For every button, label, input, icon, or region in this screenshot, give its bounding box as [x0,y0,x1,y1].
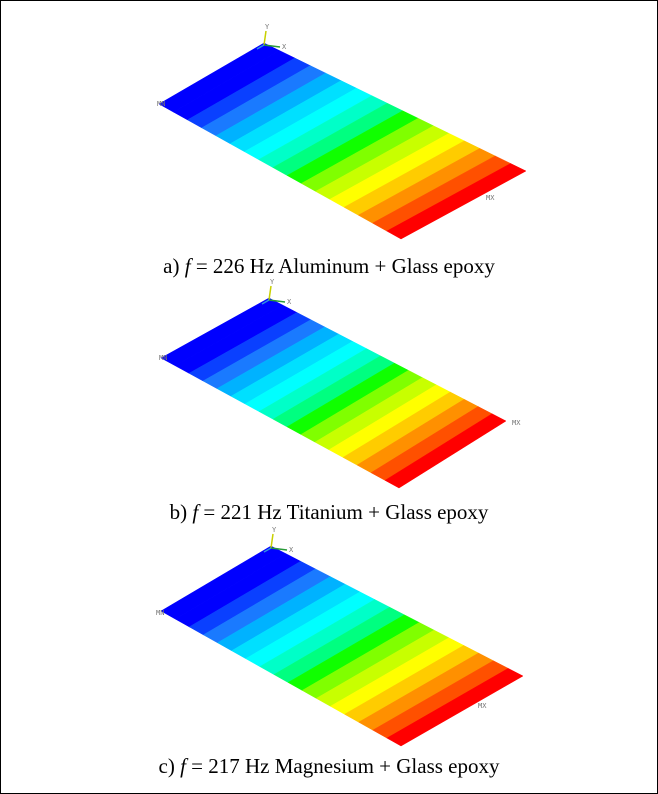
axis-label: X [289,546,294,554]
max-label: MX [512,419,521,427]
min-label: MN [159,354,167,362]
axis-label: Y [270,278,275,286]
min-label: MN [156,609,164,617]
caption-label: a) [163,254,179,278]
figure: X Y MN MX a) f = 226 Hz Aluminum + Glass epo… [1,1,657,793]
min-label: MN [157,100,165,108]
axis-y [269,286,271,300]
mode-shape-plot: X Y MN MX [156,526,523,746]
axis-label: X [282,43,287,51]
axis-y [264,31,266,45]
caption: c) f = 217 Hz Magnesium + Glass epoxy [159,754,500,778]
mode-shape-plot: X Y MN MX [157,23,526,239]
caption-text: = 217 Hz Magnesium + Glass epoxy [191,754,500,778]
axis-label: Y [265,23,270,31]
axis-y [271,534,273,548]
caption-label: b) [170,500,188,524]
caption-text: = 226 Hz Aluminum + Glass epoxy [196,254,496,278]
mode-shape-plot: X Y MN MX [159,278,521,488]
axis-label: Y [272,526,277,534]
caption-variable: f [192,500,201,524]
caption-text: = 221 Hz Titanium + Glass epoxy [203,500,489,524]
caption-variable: f [180,754,189,778]
caption: b) f = 221 Hz Titanium + Glass epoxy [170,500,489,524]
max-label: MX [486,194,495,202]
caption: a) f = 226 Hz Aluminum + Glass epoxy [163,254,495,278]
axis-label: X [287,298,292,306]
caption-variable: f [185,254,194,278]
caption-label: c) [159,754,175,778]
figure-page: X Y MN MX a) f = 226 Hz Aluminum + Glass epo… [0,0,658,794]
max-label: MX [478,702,487,710]
